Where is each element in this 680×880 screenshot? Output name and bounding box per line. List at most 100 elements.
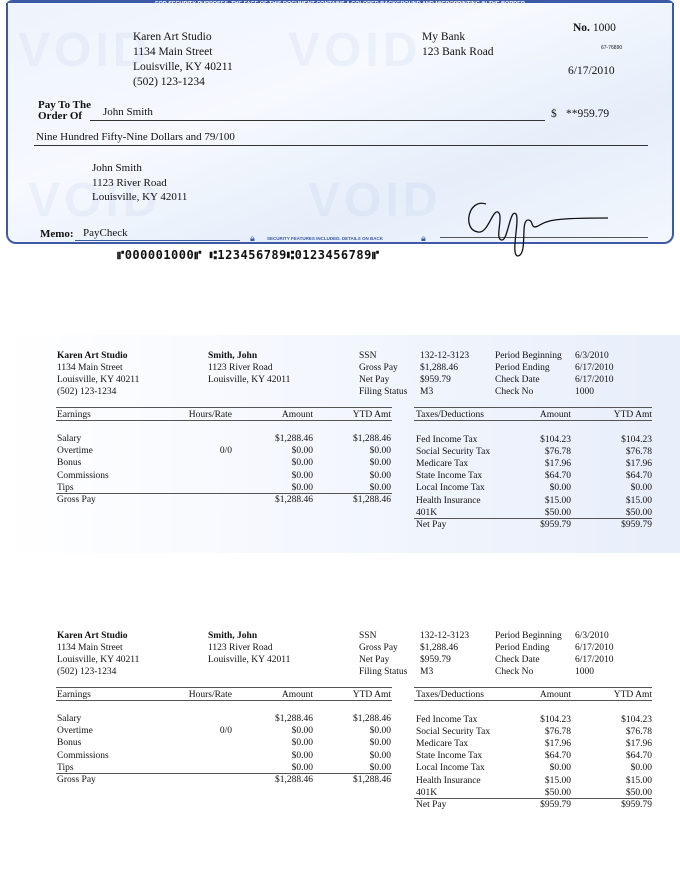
deduction-name: Medicare Tax [416,459,469,470]
earnings-ytd: $0.00 [369,750,391,761]
earnings-hours: 0/0 [219,446,232,457]
earnings-header: Earnings [57,410,91,420]
deduction-name: Health Insurance [416,495,481,506]
earnings-name: Overtime [57,726,93,737]
bank-name: My Bank [422,31,466,43]
payee-address: John Smith 1123 River Road Louisville, K… [92,161,187,205]
period-label: Check No [495,667,534,677]
payer-city: Louisville, KY 40211 [133,61,233,73]
deduction-amount: $0.00 [549,483,571,494]
deduction-ytd: $50.00 [625,507,652,518]
earnings-amount: $0.00 [291,750,313,761]
deduction-ytd: $64.70 [625,471,652,482]
earnings-amount: $1,288.46 [275,775,313,785]
period-value: 6/17/2010 [575,363,614,373]
deductions-header: YTD Amt [613,410,652,420]
earnings-amount: $1,288.46 [275,434,313,444]
deduction-ytd: $0.00 [630,483,652,494]
deduction-amount: $959.79 [540,799,571,810]
rule-line [414,797,652,799]
routing-fraction: 67-76890 [601,45,623,51]
employee-line: Smith, John [208,631,258,641]
info-label: Gross Pay [359,643,398,653]
info-value: $959.79 [420,655,451,665]
void-watermark: VOID [308,174,442,227]
deduction-name: Net Pay [416,799,447,810]
period-value: 1000 [575,667,594,677]
lock-icon: 🔒︎ [421,233,426,243]
period-label: Check Date [495,375,540,385]
memo-label: Memo: [40,228,74,240]
amount-in-words: Nine Hundred Fifty-Nine Dollars and 79/1… [36,131,235,143]
deduction-name: Fed Income Tax [416,715,478,725]
pay-stub: Karen Art Studio 1134 Main Street Louisvil… [0,335,680,553]
deduction-ytd: $0.00 [630,763,652,774]
employee-line: 1123 River Road [208,643,273,653]
rule-line [414,700,652,701]
earnings-ytd: $0.00 [369,762,391,773]
deduction-ytd: $104.23 [621,715,652,725]
rule-line [414,517,652,519]
period-label: Check No [495,387,534,397]
micr-line: ⑈000001000⑈ ⑆123456789⑆0123456789⑈ [117,248,380,262]
bank-address: My Bank 123 Bank Road [422,30,494,60]
rule-line [414,407,652,408]
deduction-amount: $50.00 [544,507,571,518]
rule-line [414,687,652,688]
payee-address-city: Louisville, KY 42011 [92,191,188,203]
rule-line [56,700,392,701]
payee-name: John Smith [103,106,153,118]
period-label: Period Beginning [495,351,562,361]
earnings-ytd: $0.00 [369,446,391,457]
deduction-ytd: $15.00 [625,775,652,786]
period-value: 6/17/2010 [575,375,614,385]
earnings-amount: $0.00 [291,762,313,773]
info-value: 132-12-3123 [420,351,470,361]
check: VOID VOID VOID VOID [6,3,674,244]
info-value: M3 [420,387,434,397]
rule-line [56,407,392,408]
period-value: 1000 [575,387,594,397]
company-line: Karen Art Studio [57,351,128,361]
deduction-name: Medicare Tax [416,739,469,750]
info-label: Net Pay [359,655,390,665]
rule-line [56,493,392,494]
deduction-ytd: $64.70 [625,751,652,762]
info-value: $1,288.46 [420,363,458,373]
void-watermark: VOID [28,174,162,227]
deduction-amount: $104.23 [540,435,571,445]
deduction-name: Social Security Tax [416,727,491,738]
info-value: $959.79 [420,375,451,385]
deduction-ytd: $15.00 [625,495,652,506]
deduction-ytd: $17.96 [625,739,652,750]
earnings-name: Tips [57,762,74,773]
company-line: Karen Art Studio [57,631,128,641]
deduction-amount: $76.78 [544,727,571,738]
period-label: Period Ending [495,643,550,653]
earnings-hours: 0/0 [219,726,232,737]
deduction-name: State Income Tax [416,471,483,482]
earnings-ytd: $0.00 [369,482,391,493]
company-line: 1134 Main Street [57,363,123,373]
earnings-header: YTD Amt [352,410,391,420]
earnings-header: Amount [281,410,313,420]
earnings-header: Hours/Rate [188,690,232,700]
info-label: Filing Status [359,667,408,677]
deduction-name: 401K [416,507,438,518]
deduction-ytd: $959.79 [621,519,652,530]
info-value: M3 [420,667,434,677]
info-label: Filing Status [359,387,408,397]
deduction-name: Fed Income Tax [416,435,478,445]
earnings-header: Amount [281,690,313,700]
deduction-amount: $959.79 [540,519,571,530]
company-line: Louisville, KY 40211 [57,655,140,665]
rule-line [56,773,392,774]
deduction-amount: $15.00 [544,775,571,786]
deductions-header: Taxes/Deductions [416,690,484,700]
deduction-amount: $0.00 [549,763,571,774]
period-label: Check Date [495,655,540,665]
void-watermark: VOID [288,24,422,77]
deduction-ytd: $959.79 [621,799,652,810]
deduction-ytd: $76.78 [625,727,652,738]
deduction-amount: $50.00 [544,787,571,798]
